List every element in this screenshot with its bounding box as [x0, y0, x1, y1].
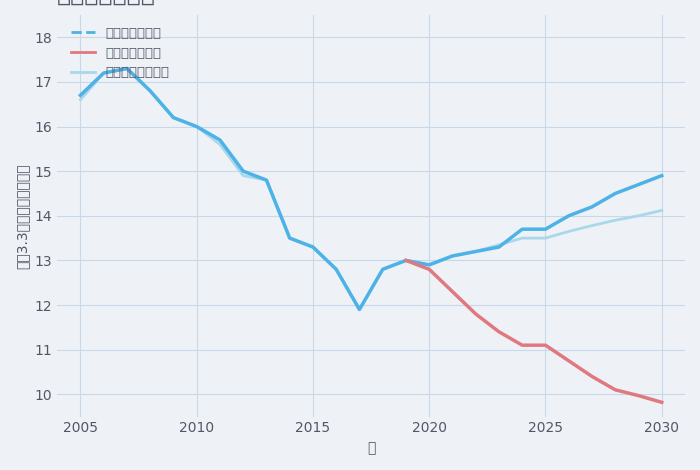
グッドシナリオ: [634, 182, 643, 188]
グッドシナリオ: [472, 249, 480, 254]
ノーマルシナリオ: [356, 306, 364, 312]
ノーマルシナリオ: [518, 235, 526, 241]
ノーマルシナリオ: [146, 88, 155, 94]
ノーマルシナリオ: [564, 228, 573, 234]
ノーマルシナリオ: [122, 66, 131, 71]
バッドシナリオ: [564, 358, 573, 364]
ノーマルシナリオ: [193, 124, 201, 129]
ノーマルシナリオ: [588, 223, 596, 228]
グッドシナリオ: [332, 266, 340, 272]
グッドシナリオ: [76, 93, 85, 98]
バッドシナリオ: [634, 393, 643, 399]
グッドシナリオ: [216, 137, 224, 143]
Text: 土地の価格推移: 土地の価格推移: [57, 0, 156, 6]
ノーマルシナリオ: [262, 177, 271, 183]
ノーマルシナリオ: [216, 141, 224, 147]
グッドシナリオ: [379, 266, 387, 272]
バッドシナリオ: [588, 374, 596, 379]
グッドシナリオ: [193, 124, 201, 129]
ノーマルシナリオ: [541, 235, 550, 241]
ノーマルシナリオ: [286, 235, 294, 241]
Line: バッドシナリオ: バッドシナリオ: [406, 260, 662, 402]
ノーマルシナリオ: [634, 213, 643, 219]
グッドシナリオ: [402, 258, 410, 263]
グッドシナリオ: [518, 227, 526, 232]
グッドシナリオ: [495, 244, 503, 250]
ノーマルシナリオ: [657, 208, 666, 213]
グッドシナリオ: [564, 213, 573, 219]
ノーマルシナリオ: [239, 173, 247, 179]
ノーマルシナリオ: [472, 249, 480, 254]
グッドシナリオ: [122, 66, 131, 71]
バッドシナリオ: [425, 266, 433, 272]
ノーマルシナリオ: [169, 115, 178, 120]
グッドシナリオ: [169, 115, 178, 120]
ノーマルシナリオ: [448, 253, 456, 259]
グッドシナリオ: [309, 244, 317, 250]
Legend: グッドシナリオ, バッドシナリオ, ノーマルシナリオ: グッドシナリオ, バッドシナリオ, ノーマルシナリオ: [66, 22, 175, 85]
Line: グッドシナリオ: グッドシナリオ: [80, 69, 662, 309]
グッドシナリオ: [356, 306, 364, 312]
ノーマルシナリオ: [495, 242, 503, 248]
Y-axis label: 坪（3.3㎡）単価（万円）: 坪（3.3㎡）単価（万円）: [15, 163, 29, 268]
Line: ノーマルシナリオ: ノーマルシナリオ: [80, 69, 662, 309]
ノーマルシナリオ: [309, 244, 317, 250]
ノーマルシナリオ: [76, 97, 85, 102]
グッドシナリオ: [425, 262, 433, 268]
グッドシナリオ: [99, 70, 108, 76]
グッドシナリオ: [657, 173, 666, 179]
バッドシナリオ: [495, 329, 503, 335]
グッドシナリオ: [239, 168, 247, 174]
ノーマルシナリオ: [379, 266, 387, 272]
バッドシナリオ: [611, 387, 620, 392]
バッドシナリオ: [657, 400, 666, 405]
バッドシナリオ: [402, 258, 410, 263]
ノーマルシナリオ: [611, 218, 620, 223]
X-axis label: 年: 年: [367, 441, 375, 455]
グッドシナリオ: [588, 204, 596, 210]
バッドシナリオ: [541, 342, 550, 348]
ノーマルシナリオ: [332, 266, 340, 272]
グッドシナリオ: [286, 235, 294, 241]
ノーマルシナリオ: [402, 258, 410, 263]
バッドシナリオ: [518, 342, 526, 348]
バッドシナリオ: [472, 311, 480, 317]
ノーマルシナリオ: [99, 70, 108, 76]
グッドシナリオ: [541, 227, 550, 232]
グッドシナリオ: [448, 253, 456, 259]
バッドシナリオ: [448, 289, 456, 295]
グッドシナリオ: [611, 191, 620, 196]
グッドシナリオ: [262, 177, 271, 183]
グッドシナリオ: [146, 88, 155, 94]
ノーマルシナリオ: [425, 262, 433, 268]
